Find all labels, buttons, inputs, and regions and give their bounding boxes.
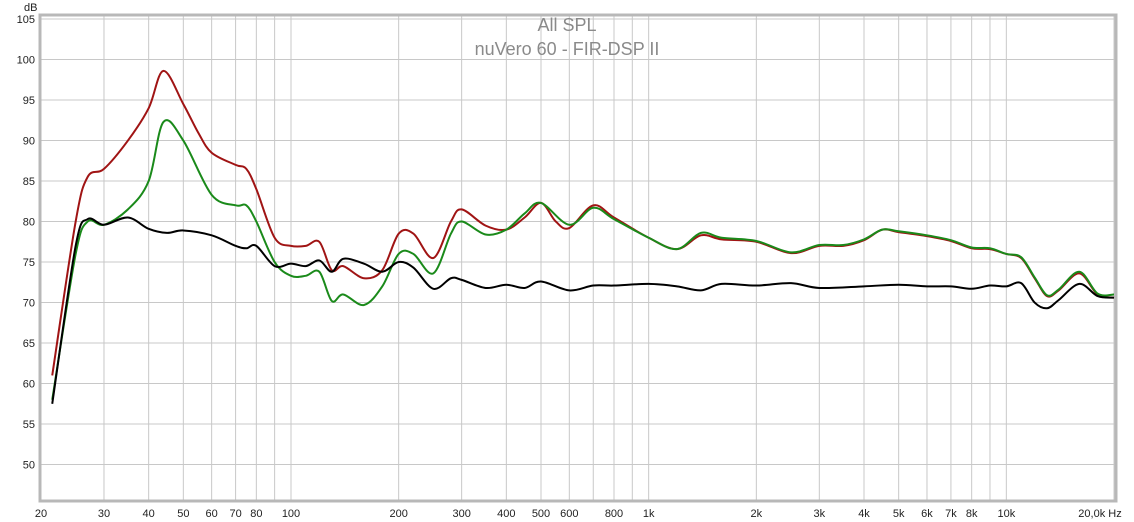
y-tick-label: 75	[23, 257, 35, 269]
x-tick-label: 20,0k Hz	[1078, 508, 1121, 520]
x-tick-label: 40	[143, 508, 155, 520]
x-tick-label: 10k	[997, 508, 1015, 520]
x-tick-label: 8k	[966, 508, 978, 520]
x-tick-labels: 20 30 40 50 60 70 80 100 200 300 400 500 600 800 1k 2k 3…	[35, 508, 1122, 520]
y-tick-label: 100	[17, 55, 35, 67]
y-tick-label: 65	[23, 338, 35, 350]
x-tick-label: 300	[452, 508, 470, 520]
y-tick-label: 105	[17, 14, 35, 26]
x-tick-label: 4k	[858, 508, 870, 520]
x-tick-label: 30	[98, 508, 110, 520]
curves	[51, 69, 1115, 404]
y-tick-label: 55	[23, 419, 35, 431]
y-tick-label: 85	[23, 176, 35, 188]
series-line-3	[51, 216, 1115, 404]
x-tick-label: 70	[229, 508, 241, 520]
x-tick-label: 600	[560, 508, 578, 520]
x-tick-label: 6k	[921, 508, 933, 520]
x-tick-label: 500	[532, 508, 550, 520]
y-tick-labels: 50 55 60 65 70 75 80 85 90 95 100 105	[17, 14, 35, 472]
y-tick-label: 50	[23, 460, 35, 472]
plot-frame	[38, 13, 1118, 503]
y-tick-label: 80	[23, 217, 35, 229]
y-tick-label: 90	[23, 136, 35, 148]
x-tick-label: 800	[605, 508, 623, 520]
x-tick-label: 3k	[814, 508, 826, 520]
grid	[40, 15, 1116, 501]
y-axis-unit: dB	[24, 2, 37, 14]
x-tick-label: 200	[389, 508, 407, 520]
series-line-2	[51, 119, 1115, 400]
chart-title: All SPL	[537, 15, 596, 35]
x-tick-label: 1k	[643, 508, 655, 520]
x-tick-label: 7k	[945, 508, 957, 520]
y-tick-label: 70	[23, 298, 35, 310]
y-tick-label: 95	[23, 95, 35, 107]
x-tick-label: 400	[497, 508, 515, 520]
x-tick-label: 50	[177, 508, 189, 520]
x-tick-label: 60	[206, 508, 218, 520]
x-tick-label: 5k	[893, 508, 905, 520]
x-tick-label: 2k	[751, 508, 763, 520]
x-tick-label: 100	[282, 508, 300, 520]
chart-subtitle: nuVero 60 - FIR-DSP II	[475, 39, 660, 59]
y-tick-label: 60	[23, 379, 35, 391]
x-tick-label: 20	[35, 508, 47, 520]
x-tick-label: 80	[250, 508, 262, 520]
